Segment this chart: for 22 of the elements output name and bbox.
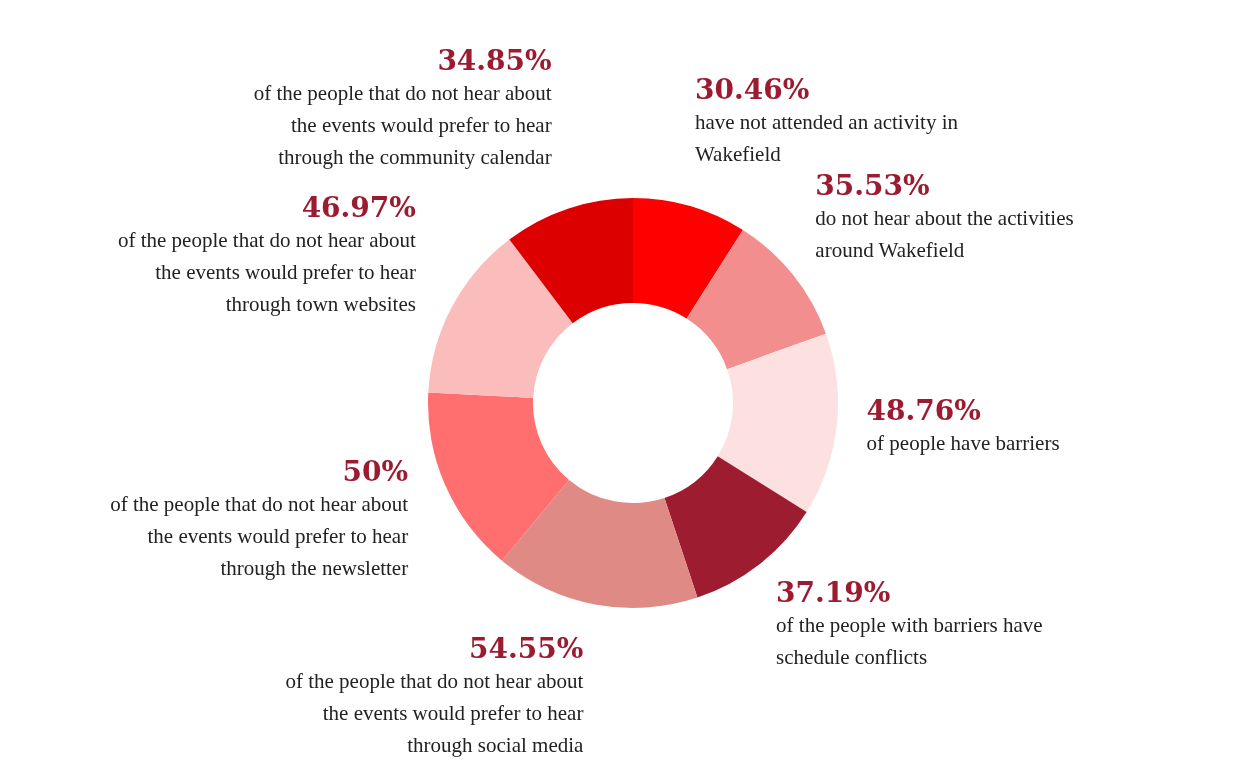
- slice-label: of the people that do not hear about the events would prefer to hear through the newsletter: [109, 491, 409, 583]
- slice-label: have not attended an activity in Wakefield: [694, 108, 959, 168]
- donut-slice: [428, 392, 570, 561]
- data-label: 37.19%: [776, 575, 892, 609]
- data-label: 50%: [341, 455, 409, 489]
- slice-label: of the people with barriers have schedule conflicts: [776, 611, 1044, 671]
- slice-label: do not hear about the activities around Wakefield: [815, 205, 1075, 264]
- data-label: 54.55%: [468, 631, 584, 665]
- slice-label: of the people that do not hear about the events would prefer to hear through the community calendar: [252, 80, 552, 172]
- donut-slice: [428, 239, 573, 398]
- slice-label: of people have barriers: [866, 430, 1061, 458]
- donut-slice: [501, 479, 698, 608]
- slice-label: of the people that do not hear about the events would prefer to hear through town websites: [116, 226, 416, 318]
- slice-label: of the people that do not hear about the events would prefer to hear through social media: [284, 667, 584, 759]
- donut-slice: [717, 333, 838, 512]
- data-label: 35.53%: [815, 168, 931, 202]
- data-label: 48.76%: [866, 394, 982, 428]
- data-label: 34.85%: [436, 44, 552, 78]
- donut-slice: [509, 198, 633, 324]
- data-label: 30.46%: [694, 72, 811, 106]
- data-label: 46.97%: [300, 190, 416, 224]
- donut-slice: [633, 198, 743, 319]
